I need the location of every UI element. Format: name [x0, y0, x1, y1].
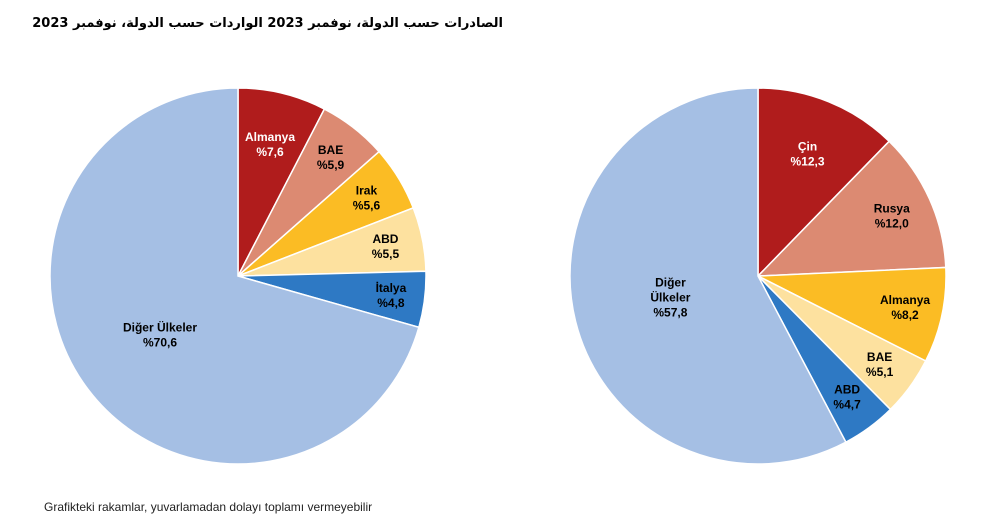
- footnote: Grafikteki rakamlar, yuvarlamadan dolayı…: [44, 500, 373, 514]
- pie1-label-almanya: Almanya %7,6: [245, 130, 295, 159]
- pie1-label-irak: Irak %5,6: [353, 183, 381, 212]
- pie2-label-diger-ulkeler: Diğer Ülkeler %57,8: [650, 276, 690, 320]
- exports-pie-svg: Almanya %7,6 BAE %5,9 Irak %5,6 ABD %5,5 İtalya%…: [49, 87, 427, 465]
- pie2-label-abd: ABD %4,7: [833, 383, 861, 412]
- pie1-label-diger-ulkeler: Diğer Ülkeler %70,6: [123, 319, 197, 349]
- imports-pie-chart: Çin %12,3 Rusya %12,0 Almanya %8,2 BAE %5,1 ABD%…: [540, 60, 999, 500]
- pie1-label-italya: İtalya %4,8: [376, 280, 407, 310]
- pie2-label-bae: BAE %5,1: [866, 350, 894, 379]
- pie1-slice-diger-ulkeler: [49, 87, 420, 465]
- pie1-label-abd: ABD %5,5: [372, 232, 400, 261]
- chart-title: الصادرات حسب الدولة، نوفمبر 2023 الواردا…: [32, 16, 503, 31]
- exports-pie-chart: Almanya %7,6 BAE %5,9 Irak %5,6 ABD %5,5 İtalya%…: [18, 60, 478, 500]
- pie2-label-almanya: Almanya %8,2: [880, 293, 930, 322]
- pie2-slice-diger-ulkeler: [569, 87, 847, 465]
- pie1-label-bae: BAE %5,9: [317, 143, 345, 172]
- pie2-slice-cin: [757, 87, 891, 278]
- pie2-slice-rusya: [756, 140, 947, 277]
- pie2-slice-almanya: [755, 266, 947, 363]
- pie2-label-rusya: Rusya %12,0: [874, 201, 910, 230]
- pie2-label-cin: Çin %12,3: [791, 140, 825, 169]
- imports-pie-svg: Çin %12,3 Rusya %12,0 Almanya %8,2 BAE %5,1ABD%…: [569, 87, 947, 465]
